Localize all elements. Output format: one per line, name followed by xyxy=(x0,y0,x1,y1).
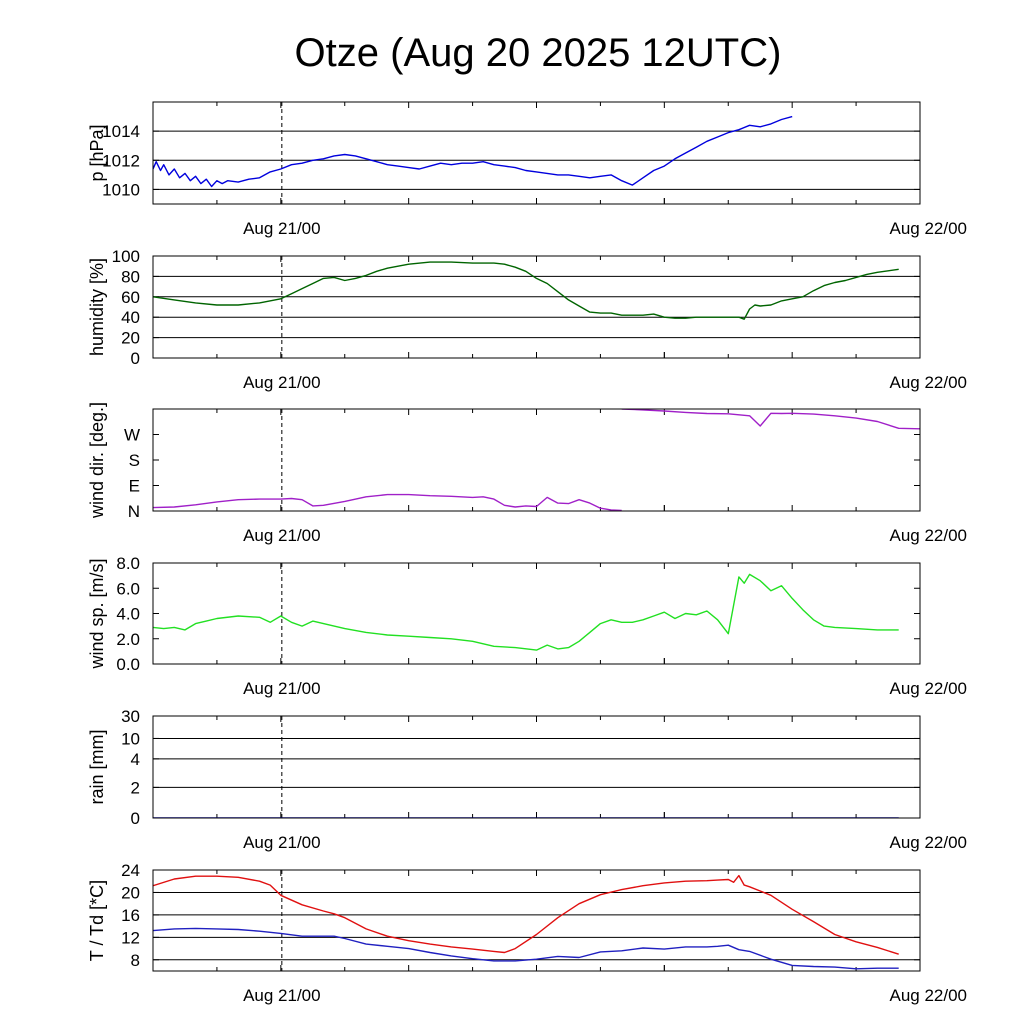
wind_speed-ylabel: wind sp. [m/s] xyxy=(87,558,107,669)
pressure-ytick-label: 1010 xyxy=(102,180,140,199)
wind_direction-ytick-label: W xyxy=(124,426,140,445)
humidity-ytick-label: 100 xyxy=(112,247,140,266)
wind_direction-ytick-label: E xyxy=(129,477,140,496)
rain-ytick-label: 2 xyxy=(131,778,140,797)
wind_direction-ytick-label: S xyxy=(129,451,140,470)
wind_direction-series-line xyxy=(621,409,920,430)
pressure-frame xyxy=(152,101,921,205)
wind_speed-xtick-label: Aug 21/00 xyxy=(243,679,321,698)
wind_speed-xtick-label: Aug 22/00 xyxy=(889,679,967,698)
temperature-ytick-label: 12 xyxy=(121,928,140,947)
wind_speed-ytick-label: 0.0 xyxy=(116,655,140,674)
pressure-ytick-label: 1014 xyxy=(102,122,140,141)
humidity-xtick-label: Aug 22/00 xyxy=(889,373,967,392)
wind_speed-frame xyxy=(152,562,921,665)
wind_speed-series-line xyxy=(153,573,899,651)
rain-panel: 0 2 4 10 30 rain [mm] Aug 21/00 Aug 22/00 xyxy=(87,707,967,852)
humidity-ytick-label: 60 xyxy=(121,288,140,307)
chart-title: Otze (Aug 20 2025 12UTC) xyxy=(295,31,782,75)
rain-ytick-label: 0 xyxy=(131,809,140,828)
humidity-xtick-label: Aug 21/00 xyxy=(243,373,321,392)
temperature-xtick-label: Aug 22/00 xyxy=(889,986,967,1005)
humidity-ytick-label: 20 xyxy=(121,329,140,348)
pressure-xtick-label: Aug 21/00 xyxy=(243,219,321,238)
temperature-series-line xyxy=(153,927,899,970)
wind_direction-ytick-label: N xyxy=(128,502,140,521)
humidity-ytick-label: 80 xyxy=(121,267,140,286)
temperature-ytick-label: 16 xyxy=(121,906,140,925)
wind_speed-ytick-label: 8.0 xyxy=(116,554,140,573)
wind_direction-series-line xyxy=(153,493,622,511)
rain-xtick-label: Aug 21/00 xyxy=(243,833,321,852)
humidity-series-line xyxy=(153,261,899,320)
wind_speed-ytick-label: 6.0 xyxy=(116,579,140,598)
temperature-series-line xyxy=(153,874,899,955)
wind_speed-ytick-label: 2.0 xyxy=(116,630,140,649)
wind_direction-frame xyxy=(152,408,921,512)
humidity-ylabel: humidity [%] xyxy=(87,258,107,356)
temperature-frame xyxy=(152,869,921,972)
humidity-frame xyxy=(152,255,921,359)
wind_speed-ytick-label: 4.0 xyxy=(116,605,140,624)
temperature-ytick-label: 8 xyxy=(131,951,140,970)
temperature-ylabel: T / Td [*C] xyxy=(87,880,107,961)
wind_direction-ylabel: wind dir. [deg.] xyxy=(87,402,107,519)
humidity-ytick-label: 0 xyxy=(131,349,140,368)
humidity-ytick-label: 40 xyxy=(121,308,140,327)
wind_direction-xtick-label: Aug 21/00 xyxy=(243,526,321,545)
pressure-ytick-label: 1012 xyxy=(102,151,140,170)
temperature-ytick-label: 20 xyxy=(121,883,140,902)
pressure-xtick-label: Aug 22/00 xyxy=(889,219,967,238)
pressure-series-line xyxy=(153,115,793,188)
temperature-xtick-label: Aug 21/00 xyxy=(243,986,321,1005)
rain-ytick-label: 10 xyxy=(121,729,140,748)
rain-ytick-label: 4 xyxy=(131,750,140,769)
temperature-panel: 8 12 16 20 24 T / Td [*C] Aug 21/00 Aug 22/00 xyxy=(87,861,967,1005)
rain-frame xyxy=(152,715,921,819)
temperature-ytick-label: 24 xyxy=(121,861,140,880)
rain-ylabel: rain [mm] xyxy=(87,729,107,804)
wind_direction-xtick-label: Aug 22/00 xyxy=(889,526,967,545)
rain-ytick-label: 30 xyxy=(121,707,140,726)
pressure-ylabel: p [hPa] xyxy=(87,124,107,181)
wind_speed-panel: 0.0 2.0 4.0 6.0 8.0 wind sp. [m/s] Aug 21/00 Au… xyxy=(87,554,967,698)
rain-xtick-label: Aug 22/00 xyxy=(889,833,967,852)
